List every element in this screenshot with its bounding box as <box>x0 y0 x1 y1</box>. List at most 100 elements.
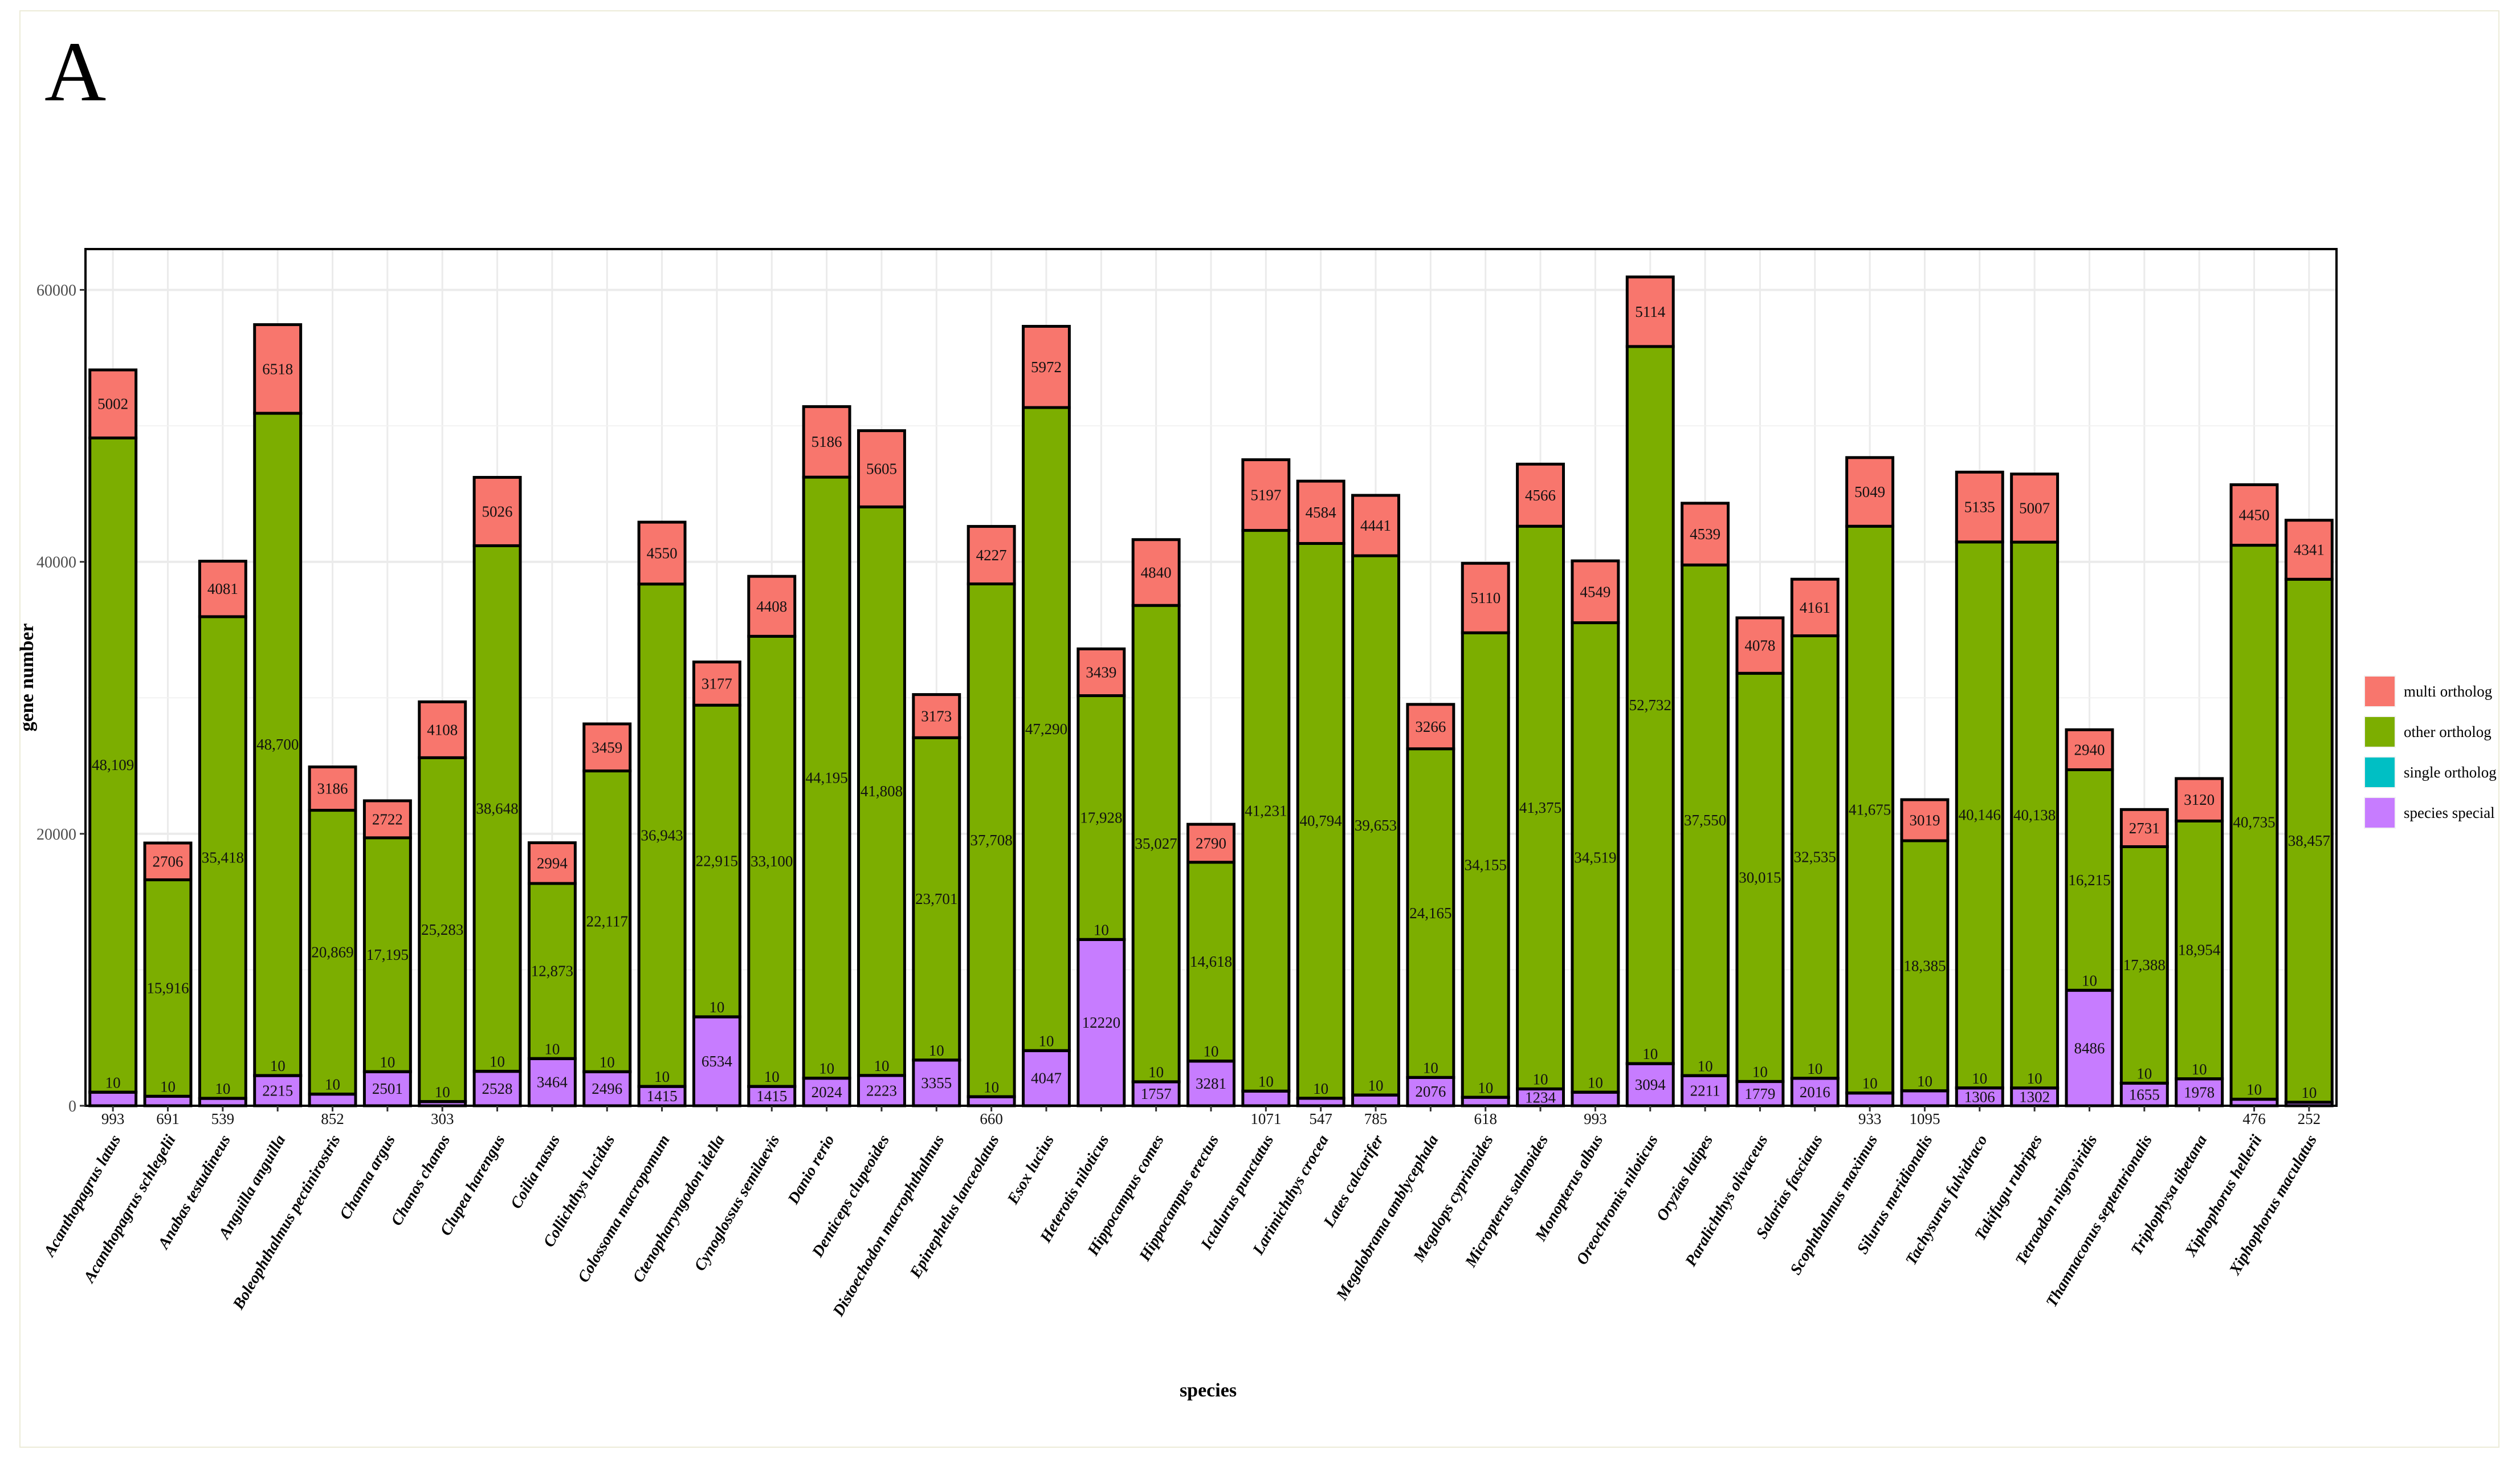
bar-multi-ortholog <box>692 660 741 707</box>
bar-other-ortholog <box>637 583 687 1088</box>
value-label-single-ortholog: 10 <box>1862 1075 1878 1092</box>
value-label-multi-ortholog: 3439 <box>1086 663 1116 681</box>
legend-swatch-species-special <box>2365 798 2395 828</box>
bar-other-ortholog <box>857 505 906 1077</box>
value-label-other-ortholog: 40,794 <box>1300 812 1343 829</box>
bar-other-ortholog <box>1022 406 1071 1052</box>
y-axis: 0 20000 40000 60000 <box>36 282 85 1115</box>
bar-other-ortholog <box>1790 634 1840 1080</box>
value-label-other-ortholog: 15,916 <box>146 979 189 996</box>
x-tick-label-distoechodon-macrophthalmus: Distoechodon macrophthalmus <box>829 1132 948 1320</box>
value-label-species-special: 660 <box>980 1110 1003 1127</box>
value-label-single-ortholog: 10 <box>764 1068 780 1085</box>
y-tick-label: 20000 <box>36 826 76 844</box>
value-label-species-special: 2215 <box>262 1082 293 1099</box>
value-label-multi-ortholog: 4408 <box>756 598 787 615</box>
value-label-other-ortholog: 36,943 <box>641 826 683 844</box>
bar-multi-ortholog <box>2119 808 2169 848</box>
y-tick-label: 40000 <box>36 554 76 572</box>
bar-multi-ortholog <box>1022 325 1071 409</box>
bar-multi-ortholog <box>1351 494 1400 557</box>
bar-multi-ortholog <box>1186 822 1235 864</box>
value-label-species-special: 933 <box>1858 1110 1882 1127</box>
legend-swatch-other-ortholog <box>2365 717 2395 747</box>
value-label-other-ortholog: 38,648 <box>476 800 518 817</box>
value-label-single-ortholog: 10 <box>2246 1081 2262 1098</box>
bar-multi-ortholog <box>1571 559 1620 625</box>
bar-multi-ortholog <box>1735 616 1785 675</box>
value-label-multi-ortholog: 5197 <box>1250 487 1281 504</box>
value-label-single-ortholog: 10 <box>1533 1071 1548 1088</box>
bar-multi-ortholog <box>253 323 303 415</box>
value-label-single-ortholog: 10 <box>1588 1074 1603 1091</box>
value-label-single-ortholog: 10 <box>984 1078 999 1095</box>
value-label-species-special: 2223 <box>866 1082 897 1099</box>
bar-other-ortholog <box>692 703 741 1019</box>
x-tick-label-chanos-chanos: Chanos chanos <box>388 1132 454 1229</box>
value-label-single-ortholog: 10 <box>270 1057 286 1074</box>
value-label-other-ortholog: 18,385 <box>1903 957 1946 974</box>
value-label-species-special: 4047 <box>1031 1070 1062 1087</box>
value-label-species-special: 2076 <box>1415 1083 1446 1100</box>
bar-multi-ortholog <box>1131 538 1181 607</box>
value-label-multi-ortholog: 4081 <box>207 580 238 597</box>
bar-multi-ortholog <box>1845 456 1895 528</box>
bar-species-special <box>308 1093 357 1107</box>
legend-label-species-special: species special <box>2404 804 2495 821</box>
bar-other-ortholog <box>1845 524 1895 1095</box>
x-tick-label-boleophthalmus-pectinirostris: Boleophthalmus pectinirostris <box>229 1132 344 1313</box>
value-label-species-special: 3281 <box>1196 1075 1226 1092</box>
value-label-single-ortholog: 10 <box>1368 1077 1384 1094</box>
value-label-single-ortholog: 10 <box>1642 1045 1658 1062</box>
bar-other-ortholog <box>967 582 1016 1098</box>
value-label-single-ortholog: 10 <box>1917 1073 1932 1090</box>
value-label-single-ortholog: 10 <box>1094 921 1109 938</box>
value-label-single-ortholog: 10 <box>1313 1080 1328 1097</box>
value-label-species-special: 8486 <box>2074 1040 2105 1057</box>
value-label-multi-ortholog: 3177 <box>702 675 732 692</box>
value-label-multi-ortholog: 4341 <box>2294 541 2325 558</box>
value-label-single-ortholog: 10 <box>2192 1061 2207 1078</box>
value-label-multi-ortholog: 2994 <box>537 854 568 871</box>
value-label-single-ortholog: 10 <box>819 1060 834 1077</box>
bar-other-ortholog <box>2229 544 2279 1101</box>
value-label-species-special: 1095 <box>1909 1110 1940 1127</box>
value-label-multi-ortholog: 6518 <box>262 360 293 377</box>
value-label-multi-ortholog: 2731 <box>2129 820 2160 837</box>
x-tick-label-channa-argus: Channa argus <box>336 1132 399 1223</box>
value-label-single-ortholog: 10 <box>380 1053 395 1070</box>
bar-multi-ortholog <box>2229 483 2279 547</box>
value-label-other-ortholog: 34,519 <box>1574 849 1616 866</box>
value-label-other-ortholog: 40,735 <box>2233 813 2275 830</box>
x-tick-label-coilia-nasus: Coilia nasus <box>507 1132 564 1212</box>
value-label-species-special: 1071 <box>1250 1110 1281 1127</box>
value-label-multi-ortholog: 3120 <box>2184 791 2215 808</box>
bar-multi-ortholog <box>2175 777 2224 822</box>
bar-multi-ortholog <box>1461 561 1510 634</box>
bar-species-special <box>1571 1090 1620 1107</box>
value-label-single-ortholog: 10 <box>1258 1073 1274 1090</box>
value-label-other-ortholog: 41,375 <box>1519 799 1561 816</box>
bar-multi-ortholog <box>1516 462 1565 528</box>
bar-multi-ortholog <box>88 368 138 439</box>
value-label-other-ortholog: 37,550 <box>1684 812 1726 829</box>
bar-multi-ortholog <box>2065 728 2114 771</box>
value-label-other-ortholog: 25,283 <box>421 921 463 938</box>
bar-other-ortholog <box>527 882 577 1060</box>
bar-multi-ortholog <box>1296 479 1345 545</box>
legend-label-single-ortholog: single ortholog <box>2404 764 2497 781</box>
bar-multi-ortholog <box>582 722 632 773</box>
value-label-other-ortholog: 22,915 <box>696 853 738 870</box>
value-label-multi-ortholog: 5026 <box>482 503 513 520</box>
value-label-species-special: 1757 <box>1141 1085 1172 1102</box>
value-labels-layer: 5002 48,109 10 993 2706 15,916 10 691 4081 35,418… <box>92 303 2330 1127</box>
value-label-multi-ortholog: 3266 <box>1415 718 1446 735</box>
value-label-species-special: 547 <box>1309 1110 1332 1127</box>
value-label-other-ortholog: 39,653 <box>1355 817 1397 834</box>
x-tick-label-oryzias-latipes: Oryzias latipes <box>1653 1132 1716 1224</box>
value-label-multi-ortholog: 5007 <box>2019 499 2050 516</box>
value-label-other-ortholog: 44,195 <box>805 769 847 786</box>
value-label-single-ortholog: 10 <box>215 1080 230 1097</box>
x-tick-label-esox-lucius: Esox lucius <box>1004 1132 1058 1208</box>
